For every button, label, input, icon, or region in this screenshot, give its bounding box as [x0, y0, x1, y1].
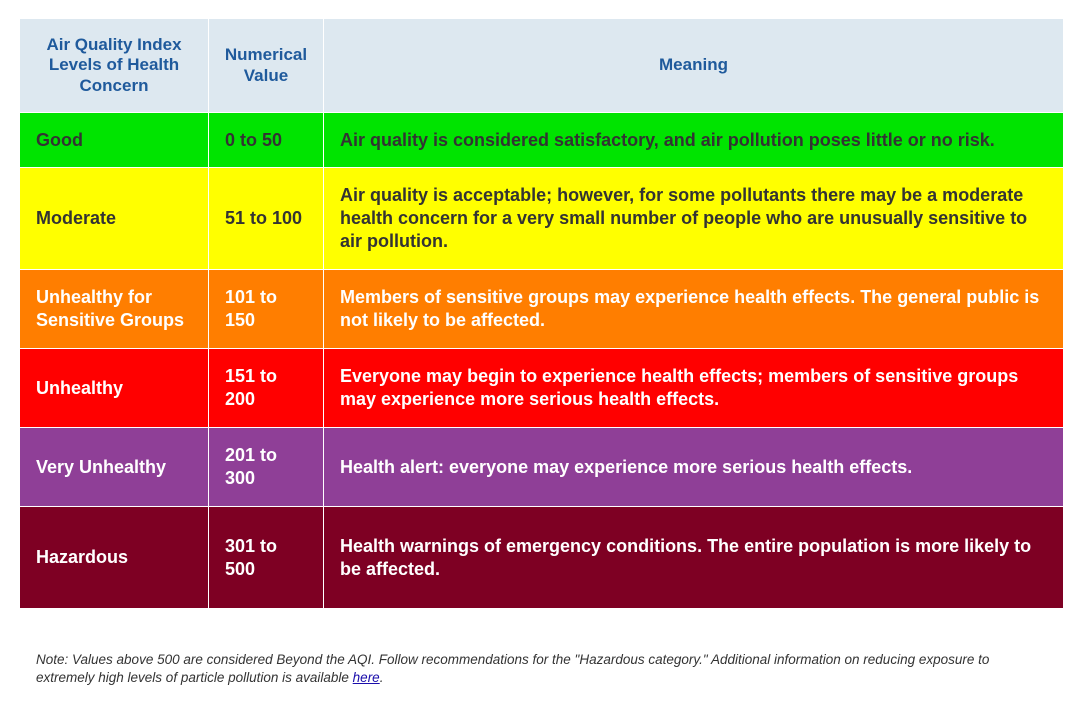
level-cell: Moderate: [19, 167, 209, 270]
value-cell: 151 to 200: [208, 348, 324, 428]
meaning-cell: Health warnings of emergency conditions.…: [323, 506, 1064, 609]
table-row-unhealthy-sensitive: Unhealthy for Sensitive Groups 101 to 15…: [19, 269, 1064, 349]
value-cell: 101 to 150: [208, 269, 324, 349]
value-cell: 0 to 50: [208, 112, 324, 168]
aqi-table: Air Quality Index Levels of Health Conce…: [19, 18, 1064, 609]
footnote: Note: Values above 500 are considered Be…: [36, 651, 1046, 687]
value-cell: 301 to 500: [208, 506, 324, 609]
footnote-end: .: [379, 669, 384, 685]
table-row-unhealthy: Unhealthy 151 to 200 Everyone may begin …: [19, 348, 1064, 428]
table-row-very-unhealthy: Very Unhealthy 201 to 300 Health alert: …: [19, 427, 1064, 507]
table-header-row: Air Quality Index Levels of Health Conce…: [19, 18, 1064, 113]
meaning-cell: Members of sensitive groups may experien…: [323, 269, 1064, 349]
header-value: Numerical Value: [208, 18, 324, 113]
table-row-moderate: Moderate 51 to 100 Air quality is accept…: [19, 167, 1064, 270]
meaning-cell: Air quality is acceptable; however, for …: [323, 167, 1064, 270]
footnote-text: Note: Values above 500 are considered Be…: [36, 651, 990, 685]
meaning-cell: Everyone may begin to experience health …: [323, 348, 1064, 428]
level-cell: Very Unhealthy: [19, 427, 209, 507]
header-meaning: Meaning: [323, 18, 1064, 113]
here-link[interactable]: here: [352, 669, 380, 685]
meaning-cell: Health alert: everyone may experience mo…: [323, 427, 1064, 507]
level-cell: Hazardous: [19, 506, 209, 609]
value-cell: 51 to 100: [208, 167, 324, 270]
table-row-hazardous: Hazardous 301 to 500 Health warnings of …: [19, 506, 1064, 609]
level-cell: Unhealthy for Sensitive Groups: [19, 269, 209, 349]
value-cell: 201 to 300: [208, 427, 324, 507]
table-row-good: Good 0 to 50 Air quality is considered s…: [19, 112, 1064, 168]
level-cell: Unhealthy: [19, 348, 209, 428]
meaning-cell: Air quality is considered satisfactory, …: [323, 112, 1064, 168]
level-cell: Good: [19, 112, 209, 168]
header-level: Air Quality Index Levels of Health Conce…: [19, 18, 209, 113]
